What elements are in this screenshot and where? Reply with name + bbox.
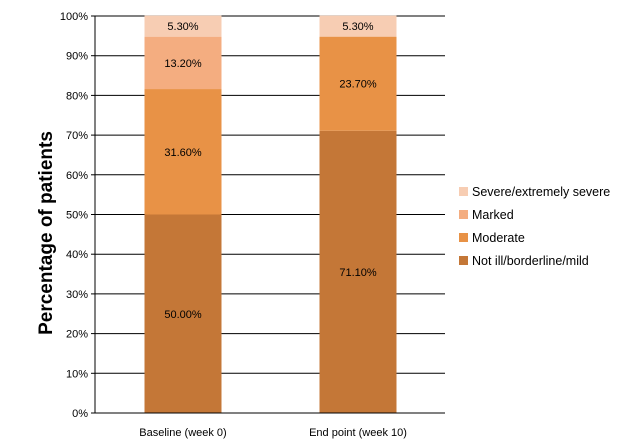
data-label: 5.30% xyxy=(342,21,373,33)
bar-segment xyxy=(319,36,397,131)
legend-label: Not ill/borderline/mild xyxy=(472,254,589,268)
y-tick-label: 0% xyxy=(72,408,88,420)
bars xyxy=(144,15,397,413)
data-label: 50.00% xyxy=(164,309,202,321)
bar-segment xyxy=(144,89,222,215)
y-tick-label: 60% xyxy=(66,170,88,182)
y-tick-label: 50% xyxy=(66,210,88,222)
y-axis-title: Percentage of patients xyxy=(36,131,57,335)
y-tick-label: 10% xyxy=(66,368,88,380)
data-label: 23.70% xyxy=(339,79,377,91)
legend-swatch xyxy=(459,210,468,219)
legend-swatch xyxy=(459,256,468,265)
x-tick-label: End point (week 10) xyxy=(309,427,407,439)
y-tick-label: 90% xyxy=(66,51,88,63)
legend-label: Moderate xyxy=(472,231,525,245)
data-label: 71.10% xyxy=(339,267,377,279)
y-tick-label: 20% xyxy=(66,329,88,341)
data-labels: 50.00% 31.60% 13.20% 5.30% 71.10% 23.70% 5.30% xyxy=(164,21,377,321)
y-tick-label: 40% xyxy=(66,249,88,261)
bar-segment xyxy=(144,214,222,413)
bar-segment xyxy=(144,15,222,37)
x-tick-label: Baseline (week 0) xyxy=(139,427,226,439)
data-label: 31.60% xyxy=(164,147,202,159)
y-tick-label: 100% xyxy=(60,11,88,23)
bar-segment xyxy=(319,15,397,37)
y-tick-label: 70% xyxy=(66,130,88,142)
legend-label: Marked xyxy=(472,208,514,222)
y-tick-label: 30% xyxy=(66,289,88,301)
axes: 0% 10% 20% 30% 40% 50% 60% 70% 80% 90% 100% Baselin… xyxy=(60,11,445,439)
data-label: 5.30% xyxy=(167,21,198,33)
legend-label: Severe/extremely severe xyxy=(472,185,610,199)
bar-segment xyxy=(319,130,397,413)
y-tick-label: 80% xyxy=(66,90,88,102)
bar-segment xyxy=(144,36,222,90)
data-label: 13.20% xyxy=(164,58,202,70)
legend-swatch xyxy=(459,233,468,242)
legend-swatch xyxy=(459,187,468,196)
legend: Severe/extremely severe Marked Moderate Not… xyxy=(459,185,610,268)
